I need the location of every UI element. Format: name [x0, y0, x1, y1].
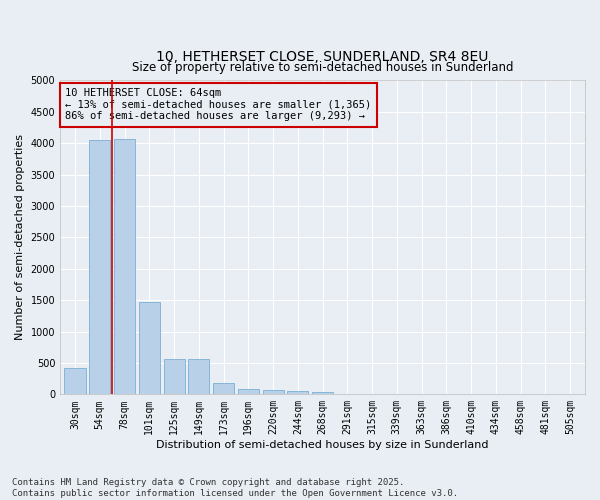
Bar: [188, 360, 209, 394]
Bar: [287, 391, 308, 394]
Text: Contains HM Land Registry data © Crown copyright and database right 2025.
Contai: Contains HM Land Registry data © Crown c…: [12, 478, 458, 498]
Bar: [238, 388, 259, 394]
Text: 10 HETHERSET CLOSE: 64sqm
← 13% of semi-detached houses are smaller (1,365)
86% : 10 HETHERSET CLOSE: 64sqm ← 13% of semi-…: [65, 88, 371, 122]
Text: Size of property relative to semi-detached houses in Sunderland: Size of property relative to semi-detach…: [132, 61, 514, 74]
Title: 10, HETHERSET CLOSE, SUNDERLAND, SR4 8EU: 10, HETHERSET CLOSE, SUNDERLAND, SR4 8EU: [157, 50, 489, 64]
Bar: [312, 392, 333, 394]
Bar: [89, 140, 110, 394]
Bar: [164, 359, 185, 394]
Bar: [64, 368, 86, 394]
Bar: [139, 302, 160, 394]
Bar: [213, 384, 234, 394]
Y-axis label: Number of semi-detached properties: Number of semi-detached properties: [15, 134, 25, 340]
Bar: [263, 390, 284, 394]
Bar: [114, 140, 135, 394]
X-axis label: Distribution of semi-detached houses by size in Sunderland: Distribution of semi-detached houses by …: [157, 440, 489, 450]
